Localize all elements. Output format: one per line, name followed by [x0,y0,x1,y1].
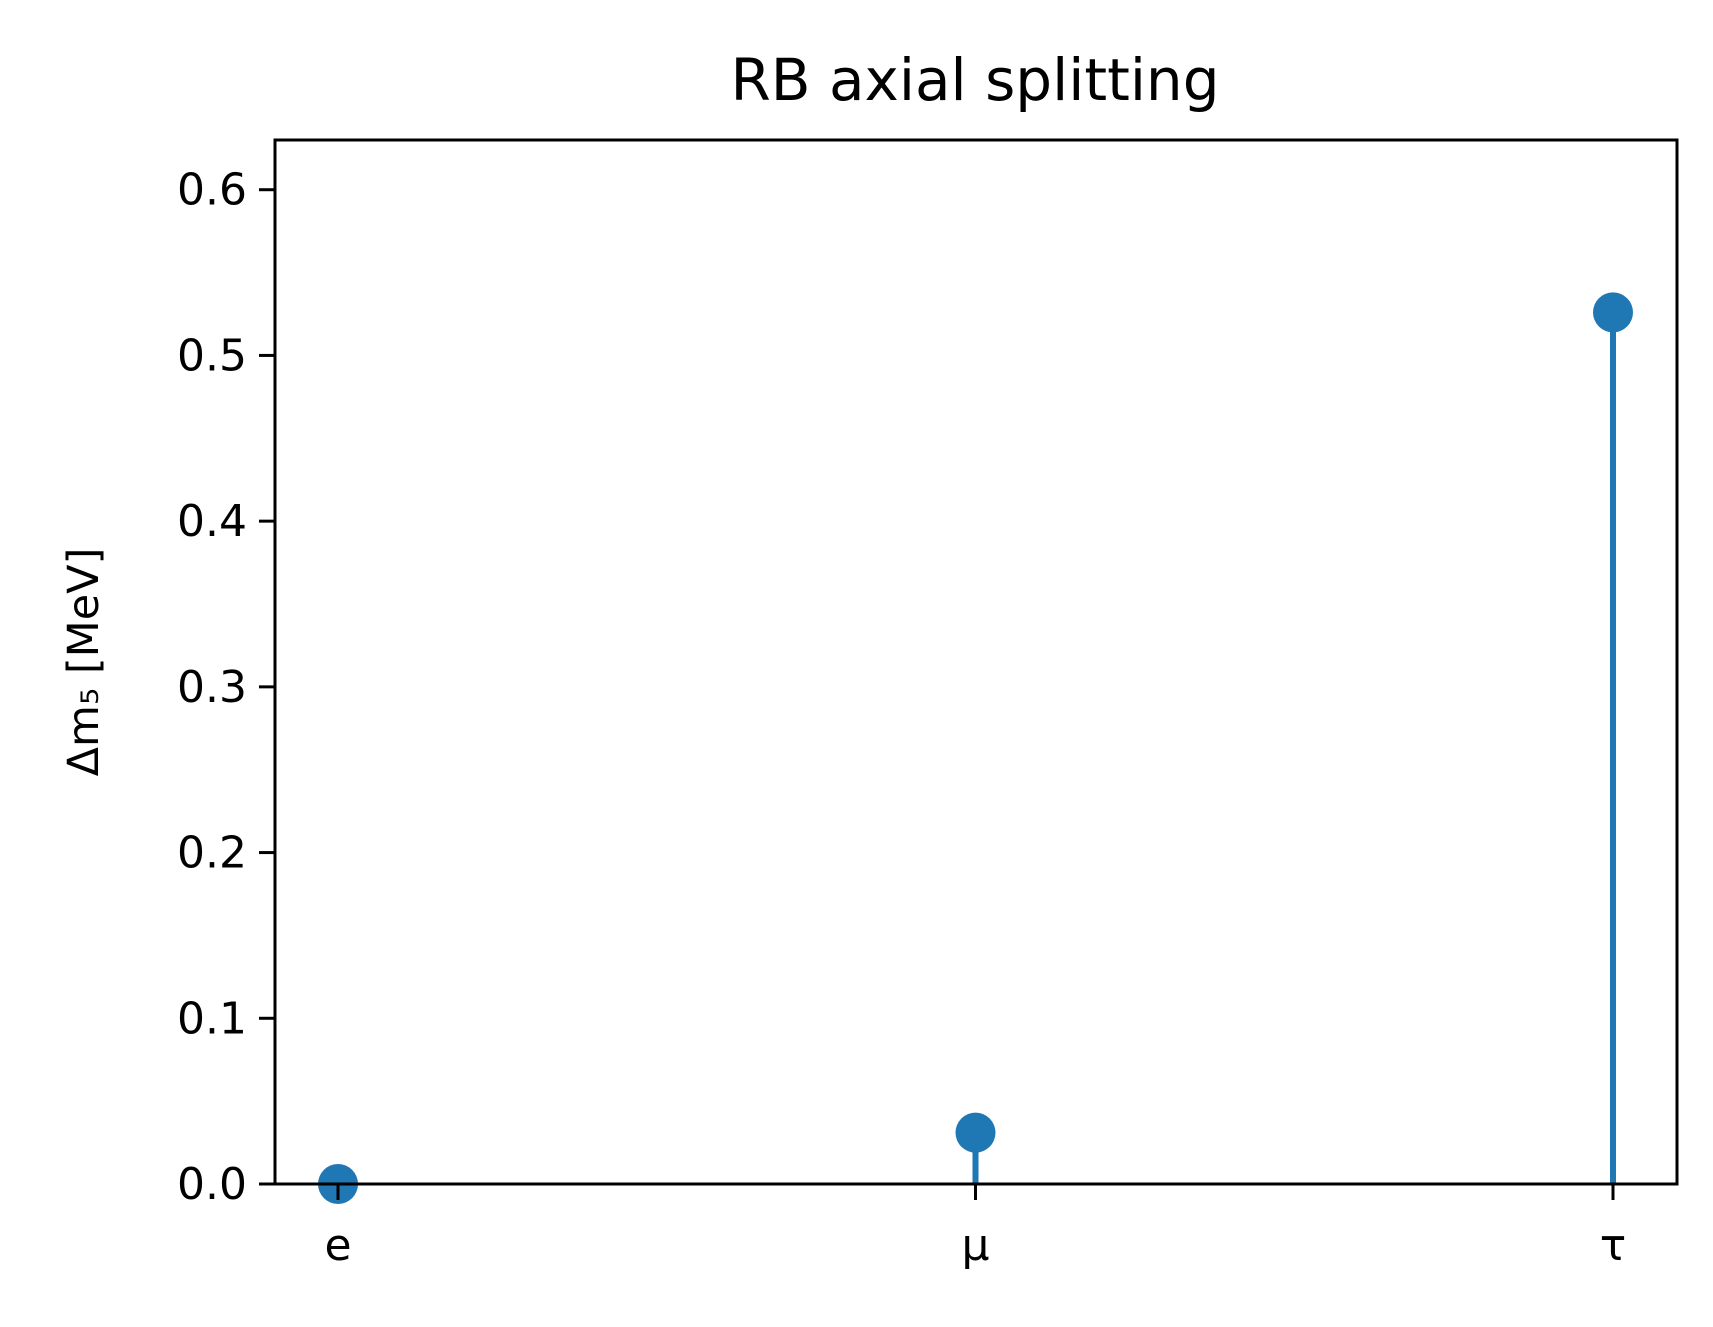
x-tick-label: μ [962,1220,990,1271]
stems-group [318,292,1633,1204]
x-tick-label: e [324,1220,351,1271]
y-tick-label: 0.6 [177,165,247,216]
y-tick-label: 0.3 [177,662,247,713]
y-tick-label: 0.5 [177,330,247,381]
stem-marker [1593,292,1633,333]
x-tick-label: τ [1600,1220,1627,1271]
y-tick-label: 0.4 [177,496,247,547]
y-tick-label: 0.1 [177,993,247,1044]
stem-marker [955,1112,996,1153]
y-axis-ticks: 0.0 0.1 0.2 0.3 0.4 0.5 0.6 [177,165,275,1210]
y-axis-label: Δm₅ [MeV] [59,548,109,777]
plot-frame [273,138,1679,1186]
y-tick-label: 0.0 [177,1159,247,1210]
y-tick-label: 0.2 [177,828,247,879]
chart-title: RB axial splitting [730,46,1219,114]
